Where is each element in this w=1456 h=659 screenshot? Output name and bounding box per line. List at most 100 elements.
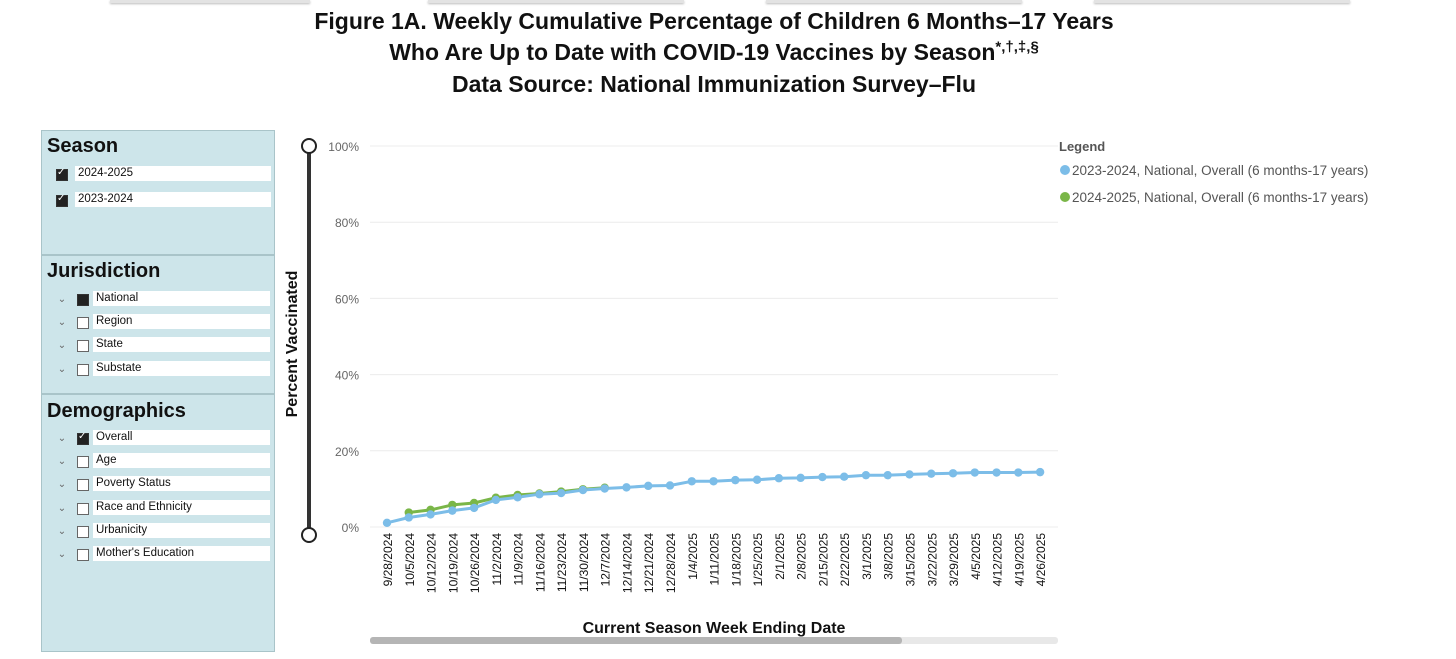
figure-title-line-2-text: Who Are Up to Date with COVID-19 Vaccine… [389, 39, 996, 65]
x-tick-label: 12/21/2024 [642, 533, 656, 593]
data-point[interactable] [513, 490, 522, 500]
data-point[interactable] [600, 483, 609, 492]
data-point[interactable] [469, 503, 479, 513]
chevron-down-icon[interactable]: ⌄ [57, 502, 67, 514]
data-point[interactable] [709, 477, 718, 486]
top-tab-bar-3 [766, 0, 1022, 3]
data-point[interactable] [535, 489, 544, 498]
data-point[interactable] [469, 498, 479, 508]
horizontal-scrollbar-thumb[interactable] [370, 637, 902, 644]
demographics-option-poverty-status[interactable]: ⌄ Poverty Status [42, 476, 274, 494]
data-point[interactable] [774, 474, 784, 483]
checkbox-icon[interactable] [77, 363, 89, 376]
data-point[interactable] [382, 518, 392, 528]
data-point[interactable] [796, 473, 805, 483]
checkbox-icon[interactable] [77, 317, 89, 330]
data-point[interactable] [883, 470, 892, 480]
y-axis-slider-bottom-handle[interactable] [301, 527, 317, 543]
y-axis-label: Percent Vaccinated [284, 271, 301, 418]
data-point[interactable] [818, 472, 827, 482]
x-tick-label: 1/4/2025 [686, 533, 700, 580]
season-option-2023-2024[interactable]: 2023-2024 [56, 192, 272, 210]
legend-entry[interactable]: 2024-2025, National, Overall (6 months-1… [1072, 190, 1368, 205]
checkbox-icon[interactable] [77, 502, 89, 515]
x-axis-label: Current Season Week Ending Date [583, 620, 846, 637]
data-point[interactable] [556, 487, 566, 496]
data-point[interactable] [731, 475, 740, 485]
chevron-down-icon[interactable]: ⌄ [57, 317, 67, 329]
checkbox-icon[interactable] [77, 431, 89, 445]
jurisdiction-option-state[interactable]: ⌄ State [42, 337, 274, 355]
x-tick-label: 10/19/2024 [446, 533, 460, 593]
demographics-option-mother-s-education[interactable]: ⌄ Mother's Education [42, 546, 274, 564]
checkbox-icon[interactable] [56, 167, 68, 181]
data-point[interactable] [448, 500, 457, 510]
data-point[interactable] [1014, 468, 1023, 477]
chevron-down-icon[interactable]: ⌄ [57, 294, 67, 305]
checkbox-icon[interactable] [77, 340, 89, 353]
jurisdiction-option-region[interactable]: ⌄ Region [42, 314, 274, 332]
data-point[interactable] [665, 481, 675, 490]
legend-entry[interactable]: 2023-2024, National, Overall (6 months-1… [1072, 163, 1368, 178]
data-point[interactable] [426, 510, 435, 519]
data-point[interactable] [839, 472, 849, 481]
jurisdiction-option-substate[interactable]: ⌄ Substate [42, 360, 274, 379]
x-tick-label: 11/30/2024 [577, 533, 591, 592]
x-tick-label: 2/8/2025 [795, 533, 809, 580]
chevron-down-icon[interactable]: ⌄ [57, 456, 67, 468]
y-tick-label: 80% [335, 216, 359, 230]
demographics-option-age[interactable]: ⌄ Age [42, 453, 274, 471]
demographics-option-urbanicity[interactable]: ⌄ Urbanicity [42, 522, 274, 541]
data-point[interactable] [556, 488, 566, 498]
chevron-down-icon[interactable]: ⌄ [57, 340, 67, 352]
checkbox-icon[interactable] [77, 479, 89, 492]
data-point[interactable] [905, 470, 914, 479]
x-tick-label: 9/28/2024 [381, 533, 395, 587]
chevron-down-icon[interactable]: ⌄ [57, 363, 67, 375]
data-point[interactable] [600, 484, 609, 493]
checkbox-icon[interactable] [77, 294, 89, 306]
footnote-marks: *,†,‡,§ [995, 38, 1039, 56]
checkbox-icon[interactable] [77, 549, 89, 561]
data-point[interactable] [491, 495, 501, 505]
data-point[interactable] [948, 469, 958, 478]
x-tick-label: 3/15/2025 [903, 533, 917, 587]
horizontal-scrollbar-track[interactable] [370, 637, 1058, 644]
chevron-down-icon[interactable]: ⌄ [57, 433, 67, 444]
demographics-option-race-and-ethnicity[interactable]: ⌄ Race and Ethnicity [42, 499, 274, 518]
demographics-filter-title: Demographics [47, 400, 186, 422]
data-point[interactable] [535, 490, 544, 499]
data-point[interactable] [752, 475, 762, 484]
data-point[interactable] [861, 470, 871, 480]
data-point[interactable] [578, 485, 588, 495]
checkbox-icon[interactable] [56, 193, 68, 207]
chevron-down-icon[interactable]: ⌄ [57, 479, 67, 491]
data-point[interactable] [491, 493, 501, 502]
chevron-down-icon[interactable]: ⌄ [57, 525, 67, 537]
data-point[interactable] [513, 493, 522, 502]
demographics-option-overall[interactable]: ⌄ Overall [42, 430, 274, 448]
x-tick-label: 1/18/2025 [729, 533, 743, 587]
chevron-down-icon[interactable]: ⌄ [57, 549, 67, 560]
season-filter-panel: Season 2024-2025 2023-2024 [41, 130, 275, 255]
data-point[interactable] [404, 513, 413, 522]
legend-title: Legend [1059, 139, 1105, 154]
x-tick-label: 4/26/2025 [1034, 533, 1048, 587]
checkbox-icon[interactable] [77, 525, 89, 538]
jurisdiction-option-national[interactable]: ⌄ National [42, 291, 274, 309]
data-point[interactable] [992, 468, 1001, 477]
data-point[interactable] [426, 505, 435, 515]
data-point[interactable] [578, 485, 588, 494]
data-point[interactable] [448, 506, 457, 515]
data-point[interactable] [644, 481, 653, 491]
data-point[interactable] [687, 477, 696, 486]
data-point[interactable] [404, 508, 413, 517]
data-point[interactable] [1035, 467, 1045, 477]
data-point[interactable] [927, 469, 936, 478]
data-point[interactable] [970, 468, 979, 477]
checkbox-icon[interactable] [77, 456, 89, 469]
data-point[interactable] [622, 483, 631, 492]
season-option-2024-2025[interactable]: 2024-2025 [56, 166, 272, 184]
y-axis-slider-top-handle[interactable] [301, 138, 317, 154]
x-tick-label: 3/8/2025 [882, 533, 896, 580]
